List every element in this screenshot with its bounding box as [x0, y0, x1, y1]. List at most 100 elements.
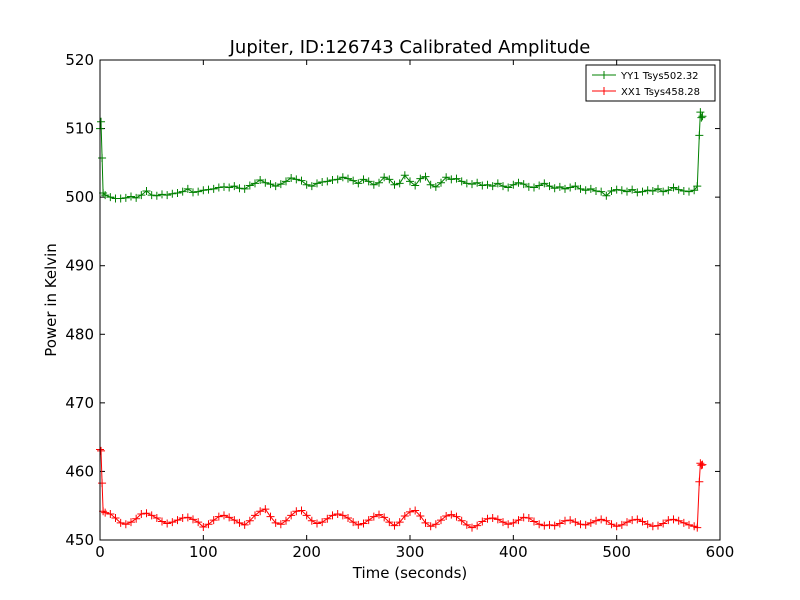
- chart-title: Jupiter, ID:126743 Calibrated Amplitude: [229, 37, 591, 58]
- data-point: [245, 516, 254, 525]
- data-point: [685, 520, 693, 529]
- data-point: [344, 174, 352, 183]
- data-point: [654, 521, 662, 530]
- data-point: [457, 516, 466, 525]
- data-point: [426, 180, 435, 189]
- data-point: [504, 183, 513, 192]
- data-point: [447, 510, 456, 519]
- data-point: [194, 187, 203, 196]
- data-point: [333, 175, 342, 184]
- data-point: [287, 511, 296, 520]
- data-point: [623, 518, 631, 527]
- data-point: [555, 519, 564, 528]
- data-point: [592, 516, 600, 525]
- data-point: [406, 507, 414, 516]
- data-point: [364, 177, 373, 186]
- data-point: [561, 184, 569, 193]
- y-tick-label: 520: [65, 51, 94, 69]
- data-point: [385, 518, 394, 527]
- data-point: [101, 508, 110, 517]
- data-point: [488, 514, 497, 523]
- data-point: [597, 187, 606, 196]
- data-point: [235, 184, 244, 193]
- data-point: [173, 189, 182, 198]
- data-point: [617, 520, 626, 529]
- data-point: [400, 171, 409, 180]
- data-point: [571, 182, 580, 191]
- data-point: [473, 178, 482, 187]
- data-point: [302, 511, 311, 520]
- legend-box: [585, 64, 716, 102]
- data-point: [158, 190, 166, 199]
- data-point: [411, 181, 420, 190]
- data-point: [214, 183, 223, 192]
- series-line: [99, 112, 703, 199]
- data-point: [643, 520, 652, 529]
- data-point: [152, 514, 161, 523]
- data-point: [380, 513, 389, 522]
- data-point: [695, 131, 704, 140]
- data-point: [685, 187, 693, 196]
- y-tick-label: 500: [65, 188, 94, 206]
- data-point: [674, 185, 683, 194]
- data-point: [509, 180, 518, 189]
- data-point: [693, 182, 702, 191]
- data-point: [338, 173, 347, 182]
- data-point: [256, 176, 265, 184]
- data-point: [142, 186, 151, 195]
- data-point: [225, 183, 234, 192]
- data-point: [493, 515, 502, 524]
- data-point: [214, 512, 223, 521]
- data-point: [359, 519, 368, 528]
- data-point: [116, 518, 125, 527]
- data-point: [669, 515, 678, 524]
- data-point: [696, 108, 705, 117]
- data-point: [473, 521, 482, 530]
- y-tick-label: 490: [65, 257, 94, 275]
- y-tick-label: 510: [65, 120, 94, 138]
- data-point: [276, 180, 285, 189]
- data-point: [545, 182, 554, 191]
- data-point: [576, 520, 585, 529]
- data-point: [111, 514, 120, 523]
- data-point: [261, 505, 270, 514]
- data-point: [364, 516, 373, 525]
- data-point: [344, 514, 352, 523]
- data-point: [633, 515, 642, 524]
- data-point: [576, 184, 585, 193]
- legend-label: YY1 Tsys502.32: [620, 71, 699, 82]
- data-point: [690, 186, 699, 195]
- legend: YY1 Tsys502.32 XX1 Tsys458.28: [585, 64, 716, 102]
- data-point: [318, 518, 327, 527]
- x-tick-label: 100: [189, 543, 218, 561]
- data-point: [452, 512, 461, 521]
- data-point: [545, 520, 554, 529]
- data-point: [483, 180, 492, 189]
- data-point: [659, 187, 668, 196]
- data-point: [256, 507, 265, 516]
- data-point: [390, 521, 399, 530]
- data-point: [189, 515, 197, 524]
- data-point: [163, 519, 172, 528]
- data-point: [697, 113, 706, 122]
- y-axis-label: Power in Kelvin: [42, 243, 60, 357]
- data-point: [416, 174, 425, 183]
- data-point: [98, 479, 107, 488]
- data-point: [679, 518, 688, 527]
- data-point: [462, 520, 471, 529]
- data-point: [282, 516, 290, 525]
- data-point: [659, 519, 668, 528]
- data-point: [693, 523, 702, 532]
- data-point: [354, 520, 363, 529]
- data-point: [313, 519, 321, 528]
- data-point: [183, 513, 192, 522]
- data-point: [664, 186, 673, 195]
- legend-marker: [600, 87, 608, 95]
- data-point: [178, 187, 187, 196]
- data-point: [209, 184, 218, 193]
- data-point: [106, 509, 115, 518]
- data-point: [328, 176, 337, 184]
- data-point: [540, 179, 549, 188]
- data-point: [697, 461, 706, 470]
